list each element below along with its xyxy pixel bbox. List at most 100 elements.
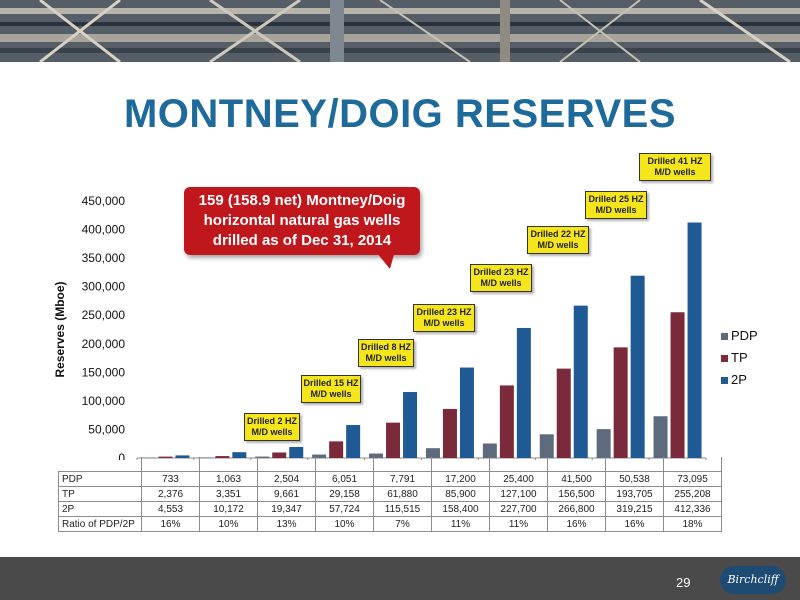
annotation-ye2010: Drilled 23 HZ M/D wells: [413, 304, 475, 332]
y-tick-label: 200,000: [82, 337, 126, 351]
table-cell: 85,900: [431, 486, 490, 502]
annotation-ye2011: Drilled 23 HZ M/D wells: [470, 264, 532, 292]
table-cell: 227,700: [489, 501, 548, 517]
logo-text: Birchcliff: [727, 573, 779, 586]
table-corner-cell: [58, 457, 142, 472]
bar-2p-ye-2006: [232, 452, 247, 458]
annotation-line: M/D wells: [595, 205, 637, 215]
footer-bar: [0, 557, 800, 600]
bar-2p-ye-2009: [403, 392, 418, 458]
table-header-cell: [199, 457, 258, 472]
table-cell: 7,791: [373, 471, 432, 487]
table-cell: 127,100: [489, 486, 548, 502]
y-axis-title: Reserves (Mboe): [53, 281, 67, 377]
bar-pdp-ye-2014: [653, 416, 668, 458]
bar-2p-ye-2012: [573, 305, 588, 458]
table-cell: 1,063: [199, 471, 258, 487]
table-cell: 10%: [199, 516, 258, 532]
y-tick-label: 300,000: [82, 280, 126, 294]
table-cell: 18%: [663, 516, 722, 532]
table-cell: 6,051: [315, 471, 374, 487]
table-row-header: Ratio of PDP/2P: [58, 516, 142, 532]
table-header-cell: [141, 457, 200, 472]
table-cell: 115,515: [373, 501, 432, 517]
table-cell: 16%: [547, 516, 606, 532]
table-header-cell: [373, 457, 432, 472]
annotation-ye2009: Drilled 8 HZ M/D wells: [358, 339, 414, 367]
company-logo: Birchcliff: [720, 566, 786, 594]
annotation-ye2013: Drilled 25 HZ M/D wells: [585, 191, 647, 219]
annotation-line: M/D wells: [537, 240, 579, 250]
annotation-line: M/D wells: [365, 353, 407, 363]
y-tick-label: 150,000: [82, 365, 126, 379]
bar-2p-ye-2005: [175, 455, 190, 458]
bar-tp-ye-2014: [670, 312, 685, 458]
y-tick-label: 450,000: [82, 194, 126, 208]
annotation-ye2012: Drilled 22 HZ M/D wells: [527, 226, 589, 254]
bar-2p-ye-2014: [687, 222, 702, 458]
bar-tp-ye-2013: [613, 347, 628, 458]
annotation-ye2008: Drilled 15 HZ M/D wells: [301, 375, 361, 403]
bar-tp-ye-2012: [556, 368, 571, 458]
page-title: MONTNEY/DOIG RESERVES: [123, 92, 677, 136]
bar-pdp-ye-2011: [482, 443, 497, 458]
annotation-line: M/D wells: [310, 389, 352, 399]
table-cell: 2,504: [257, 471, 316, 487]
table-cell: 255,208: [663, 486, 722, 502]
bar-2p-ye-2008: [346, 425, 361, 458]
annotation-line: M/D wells: [654, 167, 696, 177]
annotation-line: Drilled 8 HZ: [360, 342, 411, 352]
legend-label-2p: 2P: [731, 372, 747, 387]
table-cell: 2,376: [141, 486, 200, 502]
bar-pdp-ye-2009: [369, 453, 384, 458]
legend-swatch-2p: [721, 377, 728, 384]
annotation-line: M/D wells: [480, 278, 522, 288]
table-row: 2P 4,553 10,172 19,347 57,724 115,515 158,400 2…: [58, 501, 722, 517]
table-header-cell: [489, 457, 548, 472]
table-header-row: [58, 457, 722, 472]
annotation-ye2007: Drilled 2 HZ M/D wells: [244, 413, 300, 441]
table-header-cell: [315, 457, 374, 472]
annotation-line: Drilled 15 HZ: [303, 378, 359, 388]
bar-pdp-ye-2012: [539, 434, 554, 458]
bar-2p-ye-2007: [289, 446, 304, 458]
table-header-cell: [431, 457, 490, 472]
callout-line-2: horizontal natural gas wells: [203, 212, 401, 229]
table-cell: 61,880: [373, 486, 432, 502]
table-cell: 41,500: [547, 471, 606, 487]
annotation-line: M/D wells: [423, 318, 465, 328]
table-cell: 50,538: [605, 471, 664, 487]
annotation-line: M/D wells: [251, 427, 293, 437]
table-row: PDP 733 1,063 2,504 6,051 7,791 17,200 25,400 41…: [58, 471, 722, 487]
table-cell: 156,500: [547, 486, 606, 502]
callout-line-3: drilled as of Dec 31, 2014: [212, 232, 392, 249]
table-cell: 193,705: [605, 486, 664, 502]
table-cell: 17,200: [431, 471, 490, 487]
table-cell: 13%: [257, 516, 316, 532]
table-row-header: PDP: [58, 471, 142, 487]
annotation-line: Drilled 22 HZ: [530, 229, 586, 239]
annotation-line: Drilled 23 HZ: [416, 307, 472, 317]
wells-drilled-callout: 159 (158.9 net) Montney/Doig horizontal …: [184, 187, 420, 269]
table-cell: 7%: [373, 516, 432, 532]
bar-tp-ye-2011: [499, 385, 514, 458]
table-header-cell: [605, 457, 664, 472]
annotation-ye2014: Drilled 41 HZ M/D wells: [639, 153, 711, 181]
bar-tp-ye-2008: [329, 441, 344, 458]
annotation-line: Drilled 23 HZ: [473, 267, 529, 277]
table-header-cell: [547, 457, 606, 472]
table-cell: 158,400: [431, 501, 490, 517]
table-cell: 9,661: [257, 486, 316, 502]
y-tick-label: 350,000: [82, 251, 126, 265]
table-cell: 29,158: [315, 486, 374, 502]
table-cell: 16%: [605, 516, 664, 532]
table-cell: 10%: [315, 516, 374, 532]
table-cell: 412,336: [663, 501, 722, 517]
bar-2p-ye-2013: [630, 275, 645, 458]
callout-line-1: 159 (158.9 net) Montney/Doig: [198, 192, 406, 209]
table-header-cell: [257, 457, 316, 472]
table-cell: 19,347: [257, 501, 316, 517]
table-cell: 25,400: [489, 471, 548, 487]
table-cell: 3,351: [199, 486, 258, 502]
table-cell: 73,095: [663, 471, 722, 487]
